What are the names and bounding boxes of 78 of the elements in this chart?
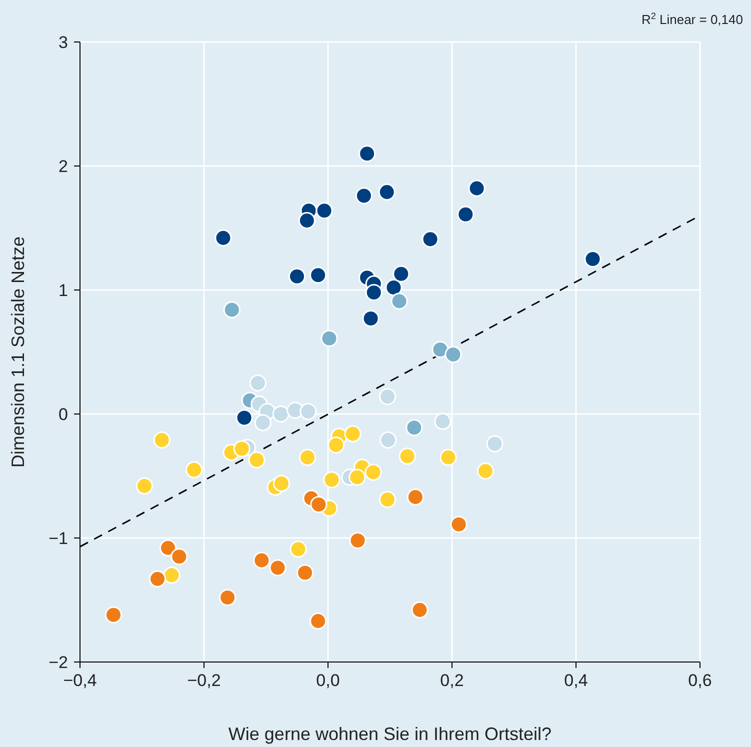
- point: [163, 566, 180, 584]
- point: [104, 606, 122, 624]
- point: [223, 301, 240, 318]
- point: [288, 268, 306, 285]
- point: [344, 425, 362, 442]
- point: [406, 419, 423, 436]
- point: [328, 436, 345, 454]
- point: [269, 559, 286, 576]
- point: [444, 346, 462, 363]
- point: [323, 471, 340, 488]
- y-tick-label: 2: [58, 156, 68, 176]
- point: [253, 552, 270, 569]
- point: [385, 279, 402, 296]
- point: [434, 412, 452, 430]
- text: R$^{2}$ Linear = 0,140: [641, 11, 743, 27]
- x-tick-label: −0,2: [187, 671, 221, 690]
- point: [310, 266, 327, 284]
- point: [450, 516, 468, 533]
- point: [236, 409, 253, 426]
- x-axis-title: Wie gerne wohnen Sie in Ihrem Ortsteil?: [228, 724, 552, 744]
- x-tick-label: 0,0: [316, 671, 340, 690]
- point: [254, 414, 272, 432]
- point: [476, 462, 494, 480]
- point: [298, 212, 316, 230]
- x-tick-label: 0,4: [564, 671, 588, 690]
- point: [380, 432, 397, 449]
- point: [249, 374, 266, 392]
- point: [398, 448, 416, 465]
- point: [320, 330, 338, 347]
- point: [296, 564, 314, 582]
- x-tick-label: 0,6: [688, 671, 712, 690]
- point: [378, 491, 396, 508]
- point: [153, 432, 170, 449]
- point: [348, 468, 366, 486]
- point: [390, 292, 408, 310]
- point: [422, 230, 439, 248]
- point: [272, 405, 290, 423]
- y-tick-label: 3: [58, 32, 68, 52]
- point: [310, 496, 328, 514]
- point: [362, 310, 380, 328]
- y-axis-title: Dimension 1.1 Soziale Netze: [8, 236, 28, 468]
- point: [316, 202, 333, 220]
- point: [186, 461, 203, 478]
- point: [468, 180, 486, 197]
- point: [219, 589, 236, 606]
- point: [457, 206, 474, 223]
- point: [148, 570, 166, 588]
- point: [248, 451, 266, 468]
- point: [584, 250, 602, 268]
- y-tick-label: −2: [48, 652, 68, 672]
- x-tick-label: −0,4: [63, 671, 97, 690]
- y-tick-label: 0: [58, 404, 68, 424]
- point: [170, 548, 188, 566]
- point: [290, 540, 307, 558]
- x-tick-label: 0,2: [440, 671, 464, 690]
- point: [378, 184, 396, 201]
- point: [378, 388, 396, 406]
- point: [310, 612, 327, 630]
- point: [365, 284, 382, 301]
- point: [411, 601, 428, 618]
- point: [160, 539, 177, 556]
- point: [358, 145, 376, 162]
- point: [486, 435, 504, 452]
- point: [299, 448, 316, 466]
- point: [300, 403, 317, 420]
- point: [432, 341, 449, 358]
- point: [272, 474, 290, 492]
- point: [355, 187, 372, 204]
- point: [233, 440, 250, 458]
- point: [214, 229, 232, 246]
- point: [364, 464, 382, 481]
- point: [349, 532, 366, 549]
- point: [406, 488, 424, 506]
- point: [392, 265, 410, 282]
- y-tick-label: −1: [48, 528, 68, 548]
- point: [440, 448, 457, 466]
- y-tick-label: 1: [58, 280, 68, 300]
- point: [136, 477, 154, 494]
